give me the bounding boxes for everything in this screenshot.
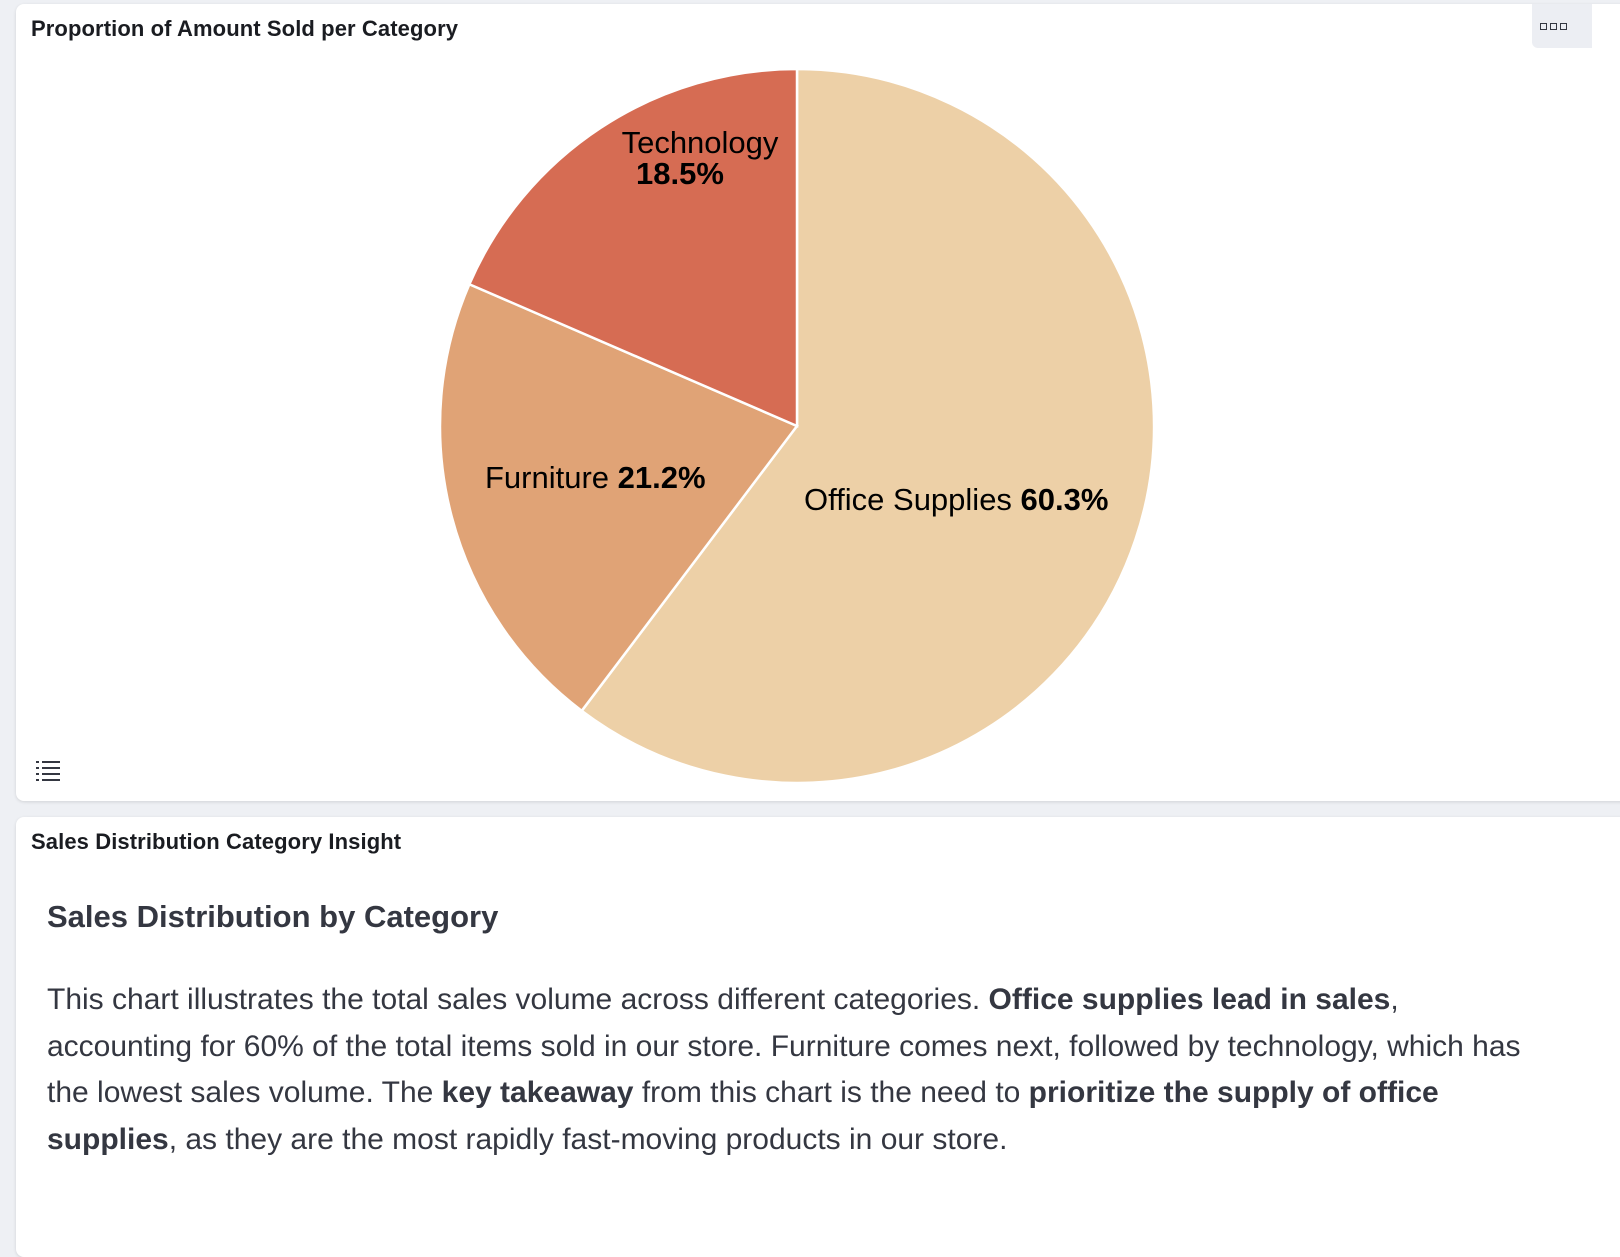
insight-panel: Sales Distribution Category Insight Sale… — [16, 817, 1620, 1257]
panel-options-icon[interactable] — [1532, 4, 1592, 48]
insight-text: This chart illustrates the total sales v… — [47, 983, 989, 1016]
pie-slice-office-supplies[interactable] — [580, 67, 1156, 785]
insight-text: , accounting for 60% of the total items … — [47, 983, 1521, 1109]
slice-label-technology: Technology 18.5% — [622, 125, 779, 191]
pie-slice-technology[interactable] — [467, 67, 799, 428]
insight-emphasis: prioritize the supply of office supplies — [47, 1076, 1439, 1156]
legend-list-icon[interactable] — [34, 758, 62, 784]
insight-panel-title: Sales Distribution Category Insight — [31, 829, 402, 854]
pie-chart: Office Supplies 60.3% Furniture 21.2% Tech… — [438, 67, 1156, 785]
insight-paragraph: This chart illustrates the total sales v… — [47, 977, 1537, 1163]
chart-panel-title: Proportion of Amount Sold per Category — [31, 16, 459, 41]
slice-label-office-supplies: Office Supplies 60.3% — [804, 482, 1108, 517]
insight-text: from this chart is the need to — [633, 1076, 1029, 1109]
insight-emphasis: key takeaway — [441, 1076, 634, 1109]
insight-emphasis: Office supplies lead in sales — [988, 983, 1391, 1016]
pie-slice-furniture[interactable] — [438, 282, 799, 713]
chart-panel: Proportion of Amount Sold per Category O… — [16, 4, 1620, 801]
slice-label-furniture: Furniture 21.2% — [485, 460, 706, 495]
insight-heading: Sales Distribution by Category — [47, 899, 499, 934]
insight-text: , as they are the most rapidly fast-movi… — [168, 1122, 1008, 1156]
